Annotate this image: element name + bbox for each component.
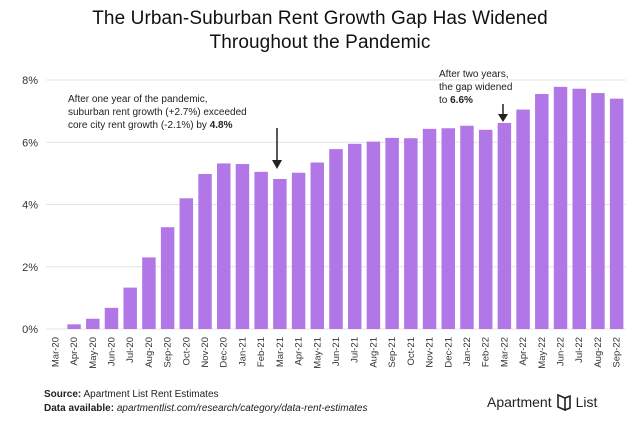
y-axis-ticks: 0% 2% 4% 6% 8% (22, 75, 38, 336)
footer-source: Source: Apartment List Rent Estimates (44, 389, 219, 400)
x-tick-label: Mar-22 (499, 337, 510, 367)
annotation-one-year: After one year of the pandemic, suburban… (68, 93, 247, 132)
x-tick-label: Jan-21 (237, 337, 248, 366)
x-tick-label: Nov-21 (425, 337, 436, 368)
footer-source-text: Apartment List Rent Estimates (83, 389, 219, 400)
bar (142, 257, 156, 329)
annotation-two-years-line-1: After two years, (439, 69, 509, 80)
x-tick-label: Nov-20 (200, 337, 211, 368)
bar (104, 307, 119, 329)
x-tick-label: Jul-20 (125, 337, 136, 363)
x-tick-label: Aug-20 (144, 337, 155, 368)
annotation-one-year-line-3-text: core city rent growth (-2.1%) by (68, 120, 210, 131)
x-tick-label: Feb-22 (481, 337, 492, 367)
bar (347, 143, 362, 329)
bar (273, 178, 287, 329)
x-tick-label: Sep-20 (163, 337, 174, 368)
bars (67, 86, 624, 329)
x-tick-label: Jul-21 (350, 337, 361, 363)
logo-word-list: List (575, 394, 598, 410)
annotation-arrowhead-1 (272, 160, 282, 169)
x-tick-label: Dec-20 (219, 337, 230, 368)
bar (404, 138, 418, 329)
annotation-one-year-line-2: suburban rent growth (+2.7%) exceeded (68, 107, 247, 118)
apartmentlist-logo: Apartment List (487, 393, 597, 411)
x-tick-label: Apr-20 (69, 337, 80, 366)
annotation-two-years-line-3-text: to (439, 95, 451, 106)
bar (123, 287, 137, 329)
x-tick-label: Dec-21 (443, 337, 454, 368)
x-tick-label: May-21 (312, 337, 323, 369)
y-tick-label: 0% (22, 324, 38, 336)
x-tick-label: Oct-20 (181, 337, 192, 366)
bar (385, 137, 399, 329)
bar (535, 94, 549, 329)
annotation-pointers (272, 104, 508, 169)
x-tick-label: Sep-21 (387, 337, 398, 368)
bar (422, 128, 437, 329)
chart-title-line-2: Throughout the Pandemic (209, 32, 431, 53)
logo-word-apartment: Apartment (487, 394, 552, 410)
bar (217, 163, 231, 329)
bar (198, 173, 212, 329)
bar (497, 122, 512, 329)
bar (441, 128, 455, 329)
x-axis-ticks: Mar-20 Apr-20 May-20 Jun-20 Jul-20 Aug-20 Sep-… (50, 337, 622, 369)
annotation-two-years-gap-value: 6.6% (450, 95, 473, 106)
bar (160, 227, 175, 329)
x-tick-label: Jun-22 (556, 337, 567, 366)
x-tick-label: Jul-22 (574, 337, 585, 363)
x-tick-label: Feb-21 (256, 337, 267, 367)
footer-source-label: Source: (44, 389, 82, 400)
x-tick-label: Sep-22 (612, 337, 623, 368)
x-tick-label: Jun-20 (106, 337, 117, 366)
y-tick-label: 2% (22, 262, 38, 274)
bar (86, 318, 100, 329)
annotation-one-year-line-3: core city rent growth (-2.1%) by 4.8% (68, 119, 247, 132)
footer-data-available: Data available: apartmentlist.com/resear… (44, 403, 368, 414)
annotation-two-years-line-3: to 6.6% (439, 94, 512, 107)
bar (291, 172, 306, 329)
bar (572, 88, 586, 329)
apartmentlist-logo-icon (556, 393, 571, 411)
bar (460, 125, 474, 329)
x-tick-label: Jan-22 (462, 337, 473, 366)
y-tick-label: 6% (22, 137, 38, 149)
bar (553, 86, 568, 329)
bar (179, 198, 194, 329)
x-tick-label: May-20 (88, 337, 99, 369)
x-tick-label: Oct-21 (406, 337, 417, 366)
chart-title-line-1: The Urban-Suburban Rent Growth Gap Has W… (92, 8, 548, 29)
bar (235, 164, 250, 329)
bar (310, 162, 325, 329)
bar (591, 93, 605, 329)
x-tick-label: Jun-21 (331, 337, 342, 366)
footer-data-link: apartmentlist.com/research/category/data… (116, 403, 368, 414)
annotation-arrowhead-2 (498, 114, 508, 122)
bar (609, 98, 624, 329)
x-tick-label: Mar-21 (275, 337, 286, 367)
annotation-two-years: After two years, the gap widened to 6.6% (439, 68, 512, 107)
annotation-two-years-line-2: the gap widened (439, 82, 513, 93)
annotation-one-year-line-1: After one year of the pandemic, (68, 94, 208, 105)
bar (329, 149, 343, 329)
footer-data-label: Data available: (44, 403, 115, 414)
x-tick-label: Mar-20 (50, 337, 61, 367)
x-tick-label: Apr-22 (518, 337, 529, 366)
y-tick-label: 8% (22, 75, 38, 87)
x-tick-label: Apr-21 (294, 337, 305, 366)
bar (67, 324, 81, 329)
bar (478, 129, 493, 329)
annotation-one-year-gap-value: 4.8% (209, 120, 233, 131)
x-tick-label: Aug-21 (368, 337, 379, 368)
x-tick-label: Aug-22 (593, 337, 604, 368)
bar (516, 109, 530, 329)
y-tick-label: 4% (22, 200, 38, 212)
x-tick-label: May-22 (537, 337, 548, 369)
bar (254, 171, 268, 329)
bar (366, 141, 381, 329)
